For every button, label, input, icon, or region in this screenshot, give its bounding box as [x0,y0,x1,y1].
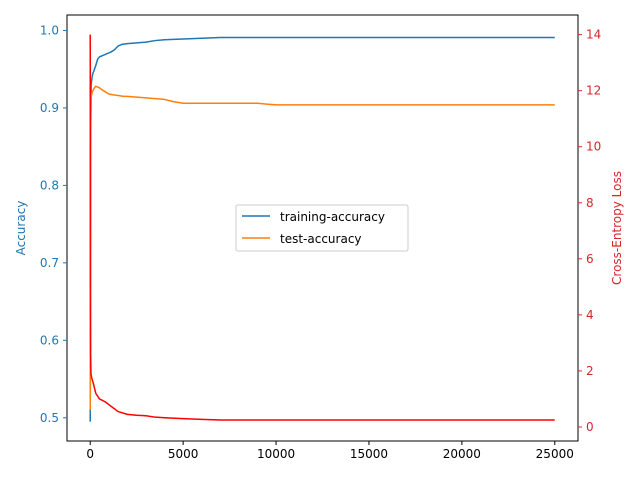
y-left-tick-label: 0.7 [40,256,59,270]
x-axis: 0 5000 10000 15000 20000 25000 [86,441,574,461]
x-tick-label: 25000 [536,447,574,461]
x-tick-label: 20000 [443,447,481,461]
y-right-tick-label: 8 [586,196,594,210]
y-left-tick-label: 0.8 [40,178,59,192]
y-left-tick-label: 0.5 [40,411,59,425]
x-tick-label: 0 [86,447,94,461]
legend-label-training-accuracy: training-accuracy [280,210,385,224]
legend: training-accuracy test-accuracy [235,204,409,252]
loss-line [89,34,555,421]
y-axis-left: 0.5 0.6 0.7 0.8 0.9 1.0 [40,23,67,425]
x-tick-label: 10000 [257,447,295,461]
legend-box [235,204,409,252]
y-right-tick-label: 14 [586,28,601,42]
y-left-tick-label: 0.6 [40,333,59,347]
series-layer [89,34,555,422]
test-accuracy-line [89,85,555,411]
y-axis-right: 0 2 4 6 8 10 12 14 [578,28,601,434]
x-tick-label: 15000 [350,447,388,461]
y-right-tick-label: 2 [586,364,594,378]
y-right-tick-label: 10 [586,140,601,154]
plot-frame [66,14,579,442]
y-right-tick-label: 4 [586,308,594,322]
y-right-tick-label: 12 [586,84,601,98]
y-right-tick-label: 6 [586,252,594,266]
y-right-tick-label: 0 [586,420,594,434]
y-left-tick-label: 1.0 [40,23,59,37]
y-axis-left-title: Accuracy [14,201,28,256]
x-tick-label: 5000 [168,447,199,461]
legend-label-test-accuracy: test-accuracy [280,232,362,246]
y-axis-right-title: Cross-Entropy Loss [610,171,624,285]
y-left-tick-label: 0.9 [40,101,59,115]
training-accuracy-line [89,36,555,422]
